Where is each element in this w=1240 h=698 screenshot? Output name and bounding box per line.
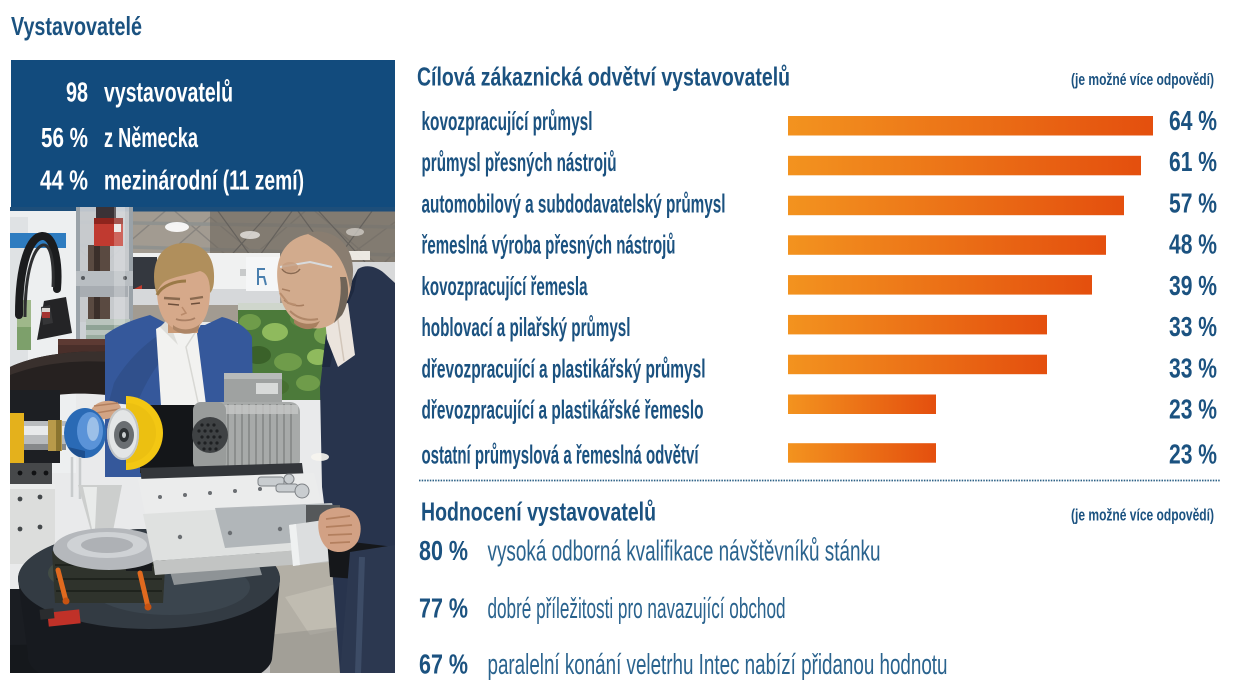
svg-text:Vystavovatelé: Vystavovatelé bbox=[11, 11, 142, 41]
svg-text:44 %: 44 % bbox=[40, 165, 88, 196]
svg-text:67 %: 67 % bbox=[419, 649, 468, 680]
svg-text:23 %: 23 % bbox=[1169, 438, 1217, 469]
svg-text:hoblovací a pilařský průmysl: hoblovací a pilařský průmysl bbox=[422, 312, 631, 342]
svg-text:dřevozpracující a plastikářské: dřevozpracující a plastikářské řemeslo bbox=[422, 395, 704, 425]
svg-text:61 %: 61 % bbox=[1169, 146, 1217, 177]
svg-text:56 %: 56 % bbox=[41, 122, 88, 153]
svg-text:39 %: 39 % bbox=[1169, 270, 1217, 301]
svg-text:průmysl přesných nástrojů: průmysl přesných nástrojů bbox=[422, 147, 617, 177]
svg-text:(je možné více odpovědí): (je možné více odpovědí) bbox=[1071, 507, 1214, 525]
svg-text:80 %: 80 % bbox=[419, 535, 468, 566]
svg-text:dřevozpracující a plastikářský: dřevozpracující a plastikářský průmysl bbox=[422, 353, 706, 383]
svg-text:paralelní konání veletrhu Inte: paralelní konání veletrhu Intec nabízí p… bbox=[488, 649, 948, 681]
svg-text:dobré příležitosti pro navazuj: dobré příležitosti pro navazující obchod bbox=[488, 593, 786, 625]
svg-text:kovozpracující řemesla: kovozpracující řemesla bbox=[422, 271, 588, 301]
svg-text:automobilový a subdodavatelský: automobilový a subdodavatelský průmysl bbox=[422, 188, 726, 218]
svg-text:33 %: 33 % bbox=[1169, 311, 1217, 342]
svg-text:98: 98 bbox=[66, 77, 88, 108]
svg-text:mezinárodní (11 zemí): mezinárodní (11 zemí) bbox=[104, 165, 304, 196]
svg-text:Cílová zákaznická odvětví vyst: Cílová zákaznická odvětví vystavovatelů bbox=[417, 62, 790, 92]
svg-text:Hodnocení vystavovatelů: Hodnocení vystavovatelů bbox=[421, 497, 656, 527]
svg-text:z Německa: z Německa bbox=[104, 122, 198, 153]
svg-text:vystavovatelů: vystavovatelů bbox=[104, 77, 233, 108]
svg-text:(je možné více odpovědí): (je možné více odpovědí) bbox=[1071, 71, 1214, 89]
svg-text:vysoká odborná kvalifikace náv: vysoká odborná kvalifikace návštěvníků s… bbox=[488, 536, 881, 568]
svg-text:57 %: 57 % bbox=[1169, 187, 1217, 218]
svg-text:33 %: 33 % bbox=[1169, 352, 1217, 383]
svg-text:48 %: 48 % bbox=[1169, 229, 1217, 260]
svg-text:kovozpracující průmysl: kovozpracující průmysl bbox=[422, 106, 593, 136]
svg-text:řemeslná výroba přesných nástr: řemeslná výroba přesných nástrojů bbox=[422, 230, 676, 260]
svg-text:23 %: 23 % bbox=[1169, 394, 1217, 425]
svg-text:77 %: 77 % bbox=[419, 593, 468, 624]
svg-text:64 %: 64 % bbox=[1169, 105, 1217, 136]
svg-text:ostatní průmyslová a řemeslná: ostatní průmyslová a řemeslná odvětví bbox=[422, 440, 699, 470]
